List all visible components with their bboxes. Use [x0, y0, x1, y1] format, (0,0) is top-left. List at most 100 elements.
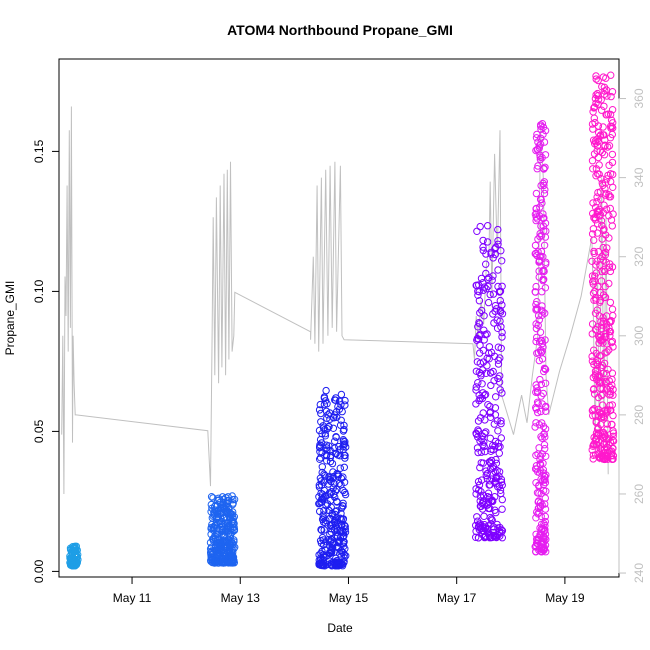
data-point [473, 358, 482, 366]
data-point [341, 490, 350, 499]
data-point [606, 387, 614, 396]
data-point [318, 439, 326, 447]
data-point [536, 499, 545, 507]
data-point [603, 425, 611, 433]
data-point [484, 489, 493, 497]
data-point [477, 274, 486, 283]
data-point [228, 545, 236, 553]
data-point [475, 481, 484, 489]
data-point [607, 116, 616, 125]
data-point [605, 142, 614, 150]
data-point [318, 463, 326, 471]
data-point [537, 380, 545, 389]
data-point [327, 477, 335, 486]
data-point [599, 123, 607, 131]
data-point [333, 542, 341, 551]
data-point [480, 512, 488, 520]
data-point [474, 433, 482, 441]
data-point [538, 347, 546, 355]
data-point [598, 148, 606, 157]
data-point [540, 367, 548, 376]
data-point [495, 468, 504, 476]
data-point [319, 518, 328, 526]
data-point [498, 328, 506, 337]
data-point [541, 445, 549, 453]
data-point [605, 279, 613, 288]
data-point [600, 266, 608, 274]
data-point [589, 385, 598, 394]
data-point [536, 461, 545, 469]
data-point [539, 481, 548, 489]
data-point [494, 266, 502, 274]
data-point [474, 534, 483, 542]
data-point [537, 125, 545, 133]
data-point [602, 409, 610, 417]
data-point [539, 276, 547, 285]
data-point [592, 418, 600, 427]
data-point [595, 377, 603, 385]
data-point [472, 429, 480, 437]
data-point [600, 434, 608, 442]
data-point [536, 375, 544, 384]
data-point [335, 561, 343, 570]
data-point [498, 505, 506, 513]
data-point [335, 479, 343, 488]
data-point [474, 417, 483, 425]
data-point [336, 536, 344, 544]
data-point [478, 394, 487, 403]
data-point [475, 331, 483, 340]
data-point [491, 506, 499, 514]
data-point [608, 305, 617, 313]
data-point [591, 309, 600, 317]
data-point [489, 290, 498, 298]
data-point [534, 497, 543, 505]
data-point [532, 320, 540, 328]
data-point [207, 548, 215, 556]
data-point [593, 198, 601, 206]
data-point [341, 451, 349, 460]
data-point [478, 499, 486, 508]
data-point [320, 494, 328, 502]
data-point [473, 227, 481, 236]
data-point [476, 222, 484, 231]
data-point [483, 362, 491, 370]
data-point [498, 333, 506, 341]
data-point [323, 560, 332, 569]
data-point [315, 406, 324, 414]
data-point [474, 477, 483, 486]
data-point [331, 449, 340, 457]
data-point [540, 275, 548, 284]
data-point [333, 469, 341, 478]
data-point [599, 243, 607, 252]
data-point [607, 92, 615, 101]
data-point [333, 532, 342, 540]
data-point [541, 219, 550, 227]
data-point [67, 556, 76, 564]
data-point [532, 213, 540, 221]
data-point [489, 310, 497, 318]
data-point [497, 323, 505, 331]
data-point [590, 214, 598, 222]
data-point [479, 346, 487, 354]
data-point [482, 250, 490, 258]
data-point [496, 372, 504, 380]
data-point [207, 500, 216, 509]
data-point [603, 312, 611, 320]
data-point [600, 83, 609, 92]
data-point [498, 257, 506, 265]
data-point [486, 504, 494, 513]
data-point [491, 493, 499, 501]
data-point [221, 498, 229, 507]
data-point [214, 494, 223, 502]
data-point [483, 525, 492, 534]
data-point [532, 539, 541, 547]
data-point [592, 261, 600, 269]
data-point [481, 447, 489, 456]
data-point [317, 418, 325, 426]
data-point [590, 104, 598, 112]
data-point [537, 306, 546, 314]
data-point [538, 199, 546, 207]
data-point [592, 269, 601, 277]
data-point [223, 496, 232, 505]
data-point [535, 444, 543, 452]
